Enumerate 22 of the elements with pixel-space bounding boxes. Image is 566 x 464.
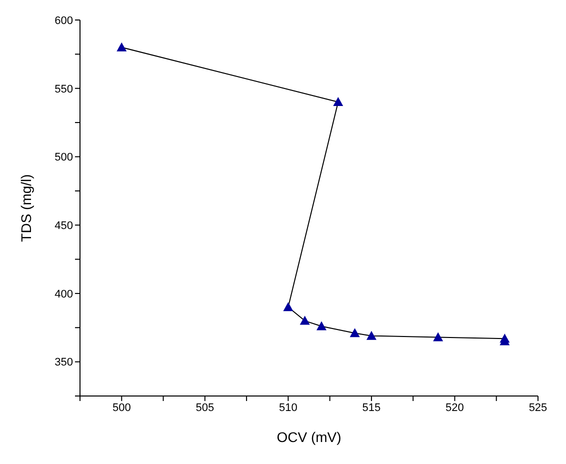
point: [350, 328, 360, 338]
y-tick-label: 500: [54, 152, 73, 164]
x-tick-label: 505: [196, 402, 214, 414]
x-tick-label: 500: [112, 402, 131, 414]
x-tick-label: 510: [279, 402, 298, 414]
y-tick-label: 450: [54, 220, 73, 232]
x-tick-label: 520: [446, 402, 464, 414]
x-tick-label: 525: [528, 402, 548, 414]
point: [333, 97, 344, 106]
y-tick-label: 600: [54, 14, 73, 27]
point: [366, 330, 376, 340]
point: [433, 332, 444, 342]
y-axis-title: TDS (mg/l): [18, 174, 34, 242]
point: [316, 321, 326, 330]
y-tick-label: 550: [54, 83, 73, 96]
y-tick-label: 350: [54, 356, 73, 369]
point: [116, 42, 127, 52]
x-tick-label: 515: [362, 402, 381, 414]
point: [283, 302, 294, 312]
x-axis-title: OCV (mV): [276, 429, 342, 445]
point: [300, 316, 310, 325]
y-tick-label: 400: [54, 288, 73, 300]
